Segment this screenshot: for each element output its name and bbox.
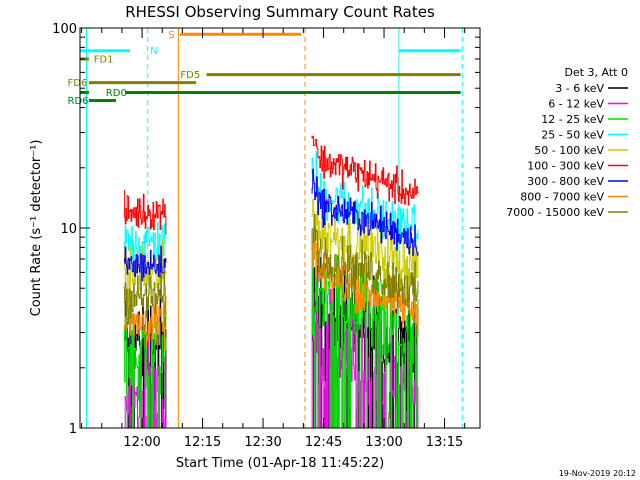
x-tick-label: 12:45 [305,435,342,450]
flag-label-fd1: FD1 [94,54,114,65]
x-tick-label: 13:00 [365,435,402,450]
legend-label: 12 - 25 keV [541,113,604,126]
legend-label: 3 - 6 keV [555,82,604,95]
series-trace [124,245,167,282]
y-tick-label: 1 [69,422,77,437]
series-trace [124,305,167,429]
x-axis-ticks: 12:00 12:15 12:30 12:45 13:00 13:15 [81,28,466,450]
plot-area: NS FD1 FD5 FD6 RD0 RD6 [68,28,463,429]
series-25-50-kev [124,150,419,263]
legend-label: 50 - 100 keV [534,144,604,157]
series-trace [311,135,419,206]
series-trace [124,190,167,235]
x-tick-label: 13:15 [426,435,463,450]
series-trace [311,213,419,308]
flag-label-fd6: FD6 [68,78,88,89]
flag-label-n: N [150,46,157,57]
series-trace [311,168,419,256]
legend-label: 7000 - 15000 keV [506,206,604,219]
y-axis-ticks: 1 10 100 [52,22,480,437]
series-trace [124,289,167,429]
series-100-300-kev [124,135,419,235]
timestamp: 19-Nov-2019 20:12 [559,469,636,478]
legend: Det 3, Att 0 3 - 6 keV 6 - 12 keV 12 - 25 … [506,66,628,219]
x-tick-label: 12:15 [184,435,221,450]
flag-label-fd5: FD5 [180,70,200,81]
x-tick-label: 12:00 [123,435,160,450]
flag-label-rd6: RD6 [68,96,89,107]
legend-label: 6 - 12 keV [548,98,604,111]
series-trace [124,269,167,325]
x-axis-label: Start Time (01-Apr-18 11:45:22) [176,456,384,471]
series-300-800-kev [124,168,419,282]
legend-label: 800 - 7000 keV [520,191,604,204]
y-axis-label: Count Rate (s⁻¹ detector⁻¹) [29,140,44,317]
series-trace [311,190,419,299]
legend-header: Det 3, Att 0 [565,66,629,79]
chart-title: RHESSI Observing Summary Count Rates [125,3,435,21]
flag-label-rd0: RD0 [106,88,127,99]
series-7000-15000-kev [124,213,419,325]
legend-label: 300 - 800 keV [527,175,604,188]
legend-label: 25 - 50 keV [541,129,604,142]
y-tick-label: 10 [60,222,77,237]
legend-label: 100 - 300 keV [527,160,604,173]
y-tick-label: 100 [52,22,77,37]
x-tick-label: 12:30 [244,435,281,450]
flag-label-s: S [168,30,174,41]
